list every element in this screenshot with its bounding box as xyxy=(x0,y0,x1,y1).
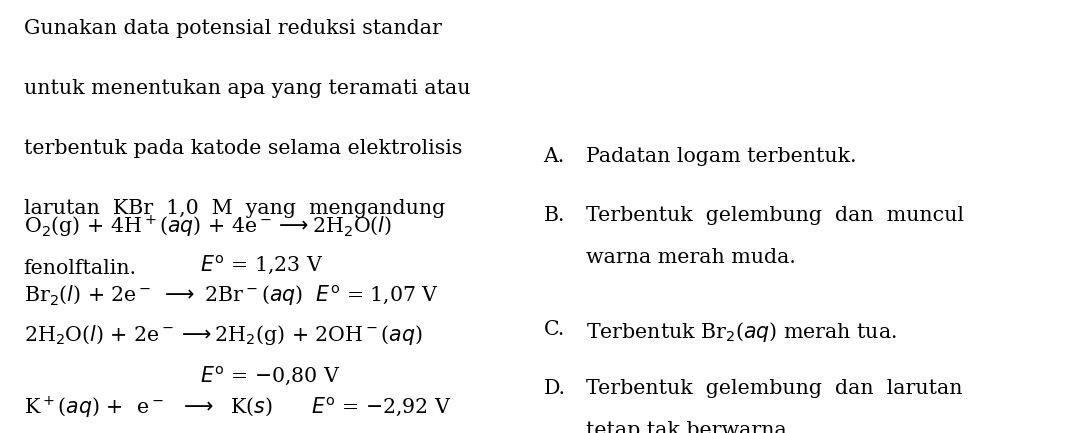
Text: O$_2$(g) + 4H$^+$($aq$) + 4e$^-$$\longrightarrow$2H$_2$O($l$): O$_2$(g) + 4H$^+$($aq$) + 4e$^-$$\longri… xyxy=(24,213,392,239)
Text: Gunakan data potensial reduksi standar: Gunakan data potensial reduksi standar xyxy=(24,19,442,39)
Text: K$^+$($aq$) +  e$^-$  $\longrightarrow$  K($s$)      $E^{\rm o}$ = $-$2,92 V: K$^+$($aq$) + e$^-$ $\longrightarrow$ K(… xyxy=(24,394,450,420)
Text: Br$_2$($l$) + 2e$^-$ $\longrightarrow$ 2Br$^-$($aq$)  $E^{\rm o}$ = 1,07 V: Br$_2$($l$) + 2e$^-$ $\longrightarrow$ 2… xyxy=(24,284,439,308)
Text: larutan  KBr  1,0  M  yang  mengandung: larutan KBr 1,0 M yang mengandung xyxy=(24,199,445,218)
Text: B.: B. xyxy=(544,206,565,225)
Text: 2H$_2$O($l$) + 2e$^-$$\longrightarrow$2H$_2$(g) + 2OH$^-$($aq$): 2H$_2$O($l$) + 2e$^-$$\longrightarrow$2H… xyxy=(24,323,423,346)
Text: Terbentuk Br$_2$($aq$) merah tua.: Terbentuk Br$_2$($aq$) merah tua. xyxy=(586,320,897,344)
Text: $E^{\rm o}$ = 1,23 V: $E^{\rm o}$ = 1,23 V xyxy=(200,253,323,276)
Text: warna merah muda.: warna merah muda. xyxy=(586,248,796,267)
Text: Padatan logam terbentuk.: Padatan logam terbentuk. xyxy=(586,147,857,166)
Text: $E^{\rm o}$ = $-$0,80 V: $E^{\rm o}$ = $-$0,80 V xyxy=(200,364,340,387)
Text: D.: D. xyxy=(544,379,566,398)
Text: A.: A. xyxy=(544,147,565,166)
Text: Terbentuk  gelembung  dan  muncul: Terbentuk gelembung dan muncul xyxy=(586,206,964,225)
Text: terbentuk pada katode selama elektrolisis: terbentuk pada katode selama elektrolisi… xyxy=(24,139,462,158)
Text: fenolftalin.: fenolftalin. xyxy=(24,259,137,278)
Text: C.: C. xyxy=(544,320,565,339)
Text: Terbentuk  gelembung  dan  larutan: Terbentuk gelembung dan larutan xyxy=(586,379,963,398)
Text: untuk menentukan apa yang teramati atau: untuk menentukan apa yang teramati atau xyxy=(24,79,470,98)
Text: tetap tak berwarna.: tetap tak berwarna. xyxy=(586,421,794,433)
